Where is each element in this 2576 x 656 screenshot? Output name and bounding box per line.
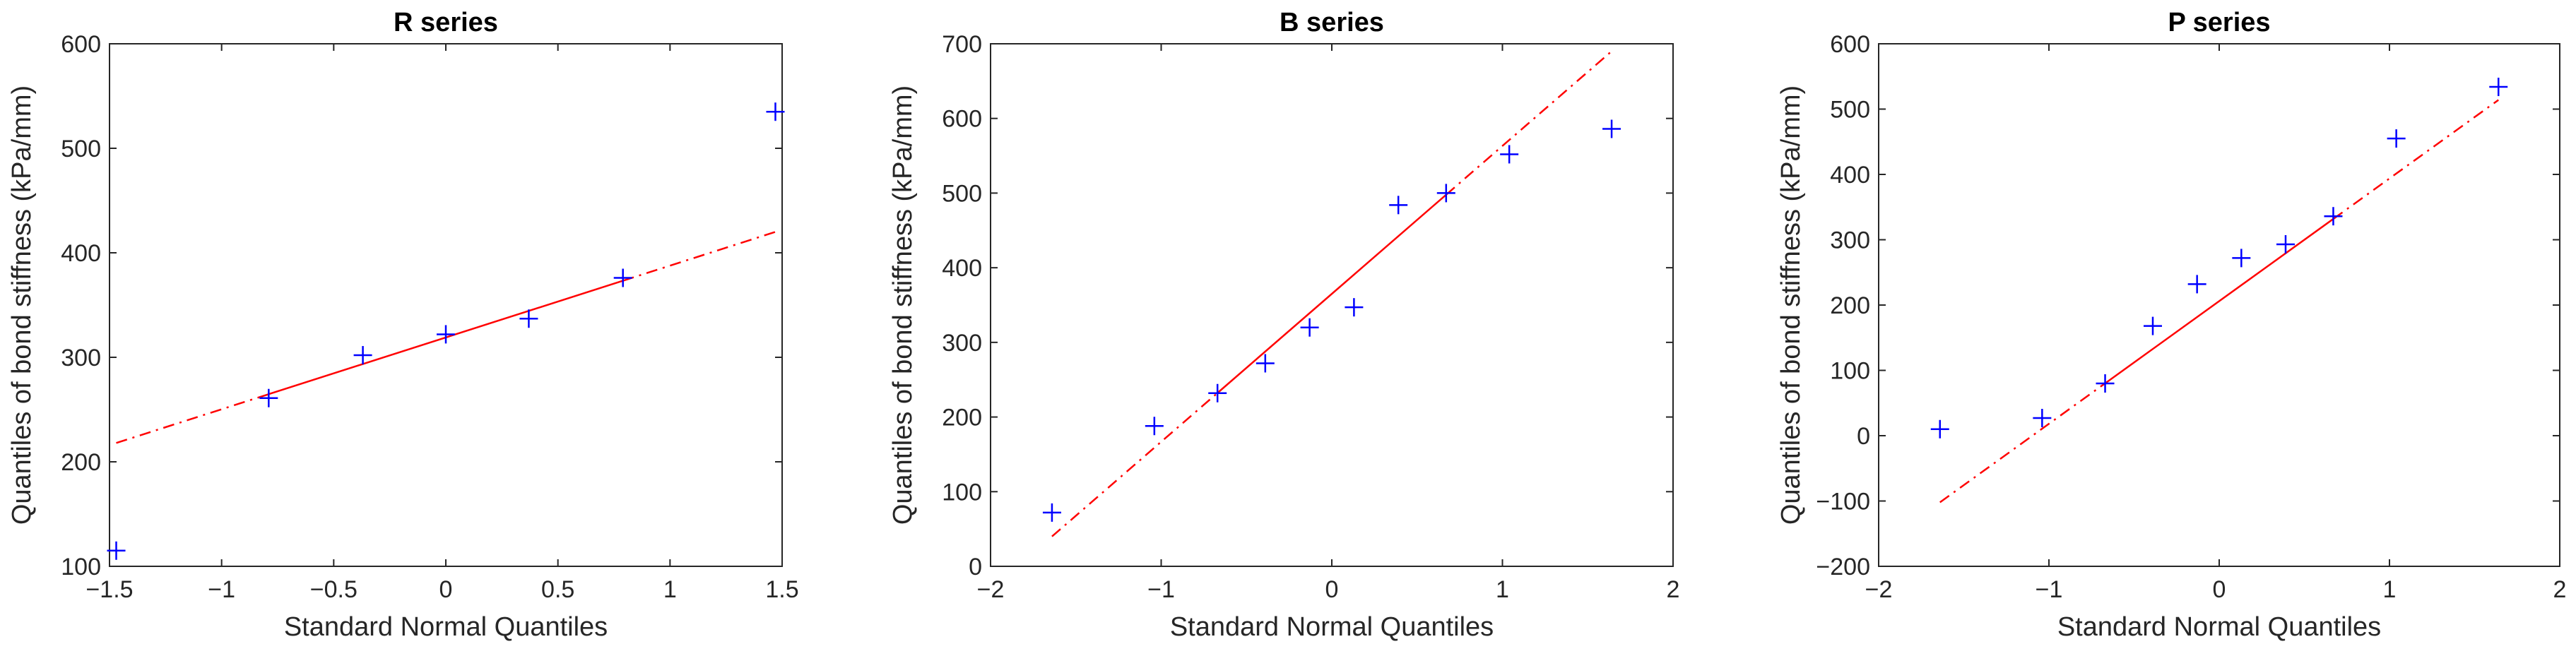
x-tick-label: 0 [439, 576, 453, 603]
y-tick-label: 0 [969, 554, 982, 580]
reference-line-lower-extension [1939, 382, 2106, 503]
x-tick-label: 2 [2553, 576, 2567, 603]
data-point [2232, 249, 2251, 268]
reference-line-fit [1217, 193, 1447, 394]
data-point [1042, 503, 1061, 522]
x-tick-label: −2 [977, 576, 1005, 603]
data-point [437, 325, 455, 344]
data-point [1208, 383, 1227, 402]
y-tick-label: 600 [61, 31, 101, 58]
x-tick-label: 0.5 [541, 576, 574, 603]
x-tick-label: 2 [1667, 576, 1680, 603]
y-axis-label: Quantiles of bond stiffness (kPa/mm) [7, 85, 37, 525]
data-point [1145, 417, 1164, 436]
y-tick-label: 400 [1830, 162, 1870, 189]
x-axis-label: Standard Normal Quantiles [1170, 612, 1494, 642]
data-point [1300, 318, 1319, 337]
y-tick-label: −200 [1816, 554, 1870, 580]
chart-title: P series [2168, 8, 2270, 37]
panel-b-series: −2 −1 0 1 2 0 100 200 300 400 500 600 700 B series Sta… [888, 8, 1679, 642]
axes-box [109, 43, 783, 567]
y-tick-label: 500 [1830, 97, 1870, 124]
data-point [2276, 234, 2295, 254]
x-tick-label: 1 [2383, 576, 2397, 603]
data-point [766, 102, 785, 121]
panel-p-series: −2 −1 0 1 2 −200 −100 0 100 200 300 400 500 600 P seri… [1776, 8, 2566, 642]
data-point [1389, 196, 1408, 215]
y-tick-label: 300 [942, 330, 982, 357]
y-tick-label: 500 [942, 180, 982, 207]
data-point [1930, 419, 1949, 439]
data-point [2144, 316, 2163, 335]
x-tick-label: −0.5 [310, 576, 358, 603]
y-tick-label: 200 [61, 449, 101, 476]
y-tick-label: 600 [1830, 31, 1870, 58]
data-point [1500, 145, 1519, 164]
data-point [2387, 129, 2406, 148]
y-tick-label: 400 [61, 240, 101, 267]
data-point [1345, 298, 1364, 317]
chart-title: R series [394, 8, 498, 37]
x-tick-label: −2 [1865, 576, 1893, 603]
panel-r-series: −1.5 −1 −0.5 0 0.5 1 1.5 100 200 300 400 500 600 R se… [7, 8, 799, 642]
data-point [107, 541, 126, 560]
y-tick-label: 600 [942, 106, 982, 133]
y-tick-label: 100 [61, 554, 101, 580]
reference-line-fit [2104, 218, 2334, 384]
x-axis-label: Standard Normal Quantiles [2057, 612, 2381, 642]
data-point [1602, 119, 1621, 138]
x-tick-label: 0 [1325, 576, 1339, 603]
data-point [2187, 275, 2206, 294]
y-tick-label: −100 [1816, 489, 1870, 515]
data-point [2324, 207, 2343, 226]
y-tick-label: 100 [942, 479, 982, 506]
y-tick-label: 500 [61, 136, 101, 162]
axes-box [990, 43, 1674, 567]
chart-title: B series [1280, 8, 1384, 37]
x-axis-label: Standard Normal Quantiles [284, 612, 608, 642]
reference-line-upper-extension [2332, 99, 2499, 220]
reference-line-lower-extension [1051, 392, 1219, 537]
y-axis-label: Quantiles of bond stiffness (kPa/mm) [888, 85, 918, 525]
y-tick-label: 300 [1830, 227, 1870, 254]
data-point [1255, 354, 1275, 373]
reference-line-lower-extension [116, 393, 269, 444]
y-tick-label: 0 [1857, 423, 1870, 450]
data-point [2489, 78, 2508, 97]
y-axis-label: Quantiles of bond stiffness (kPa/mm) [1776, 85, 1806, 525]
y-tick-label: 700 [942, 31, 982, 58]
reference-line-upper-extension [1445, 50, 1612, 196]
x-tick-label: −1.5 [85, 576, 133, 603]
y-tick-label: 100 [1830, 358, 1870, 385]
reference-line-upper-extension [622, 231, 776, 282]
y-tick-label: 400 [942, 255, 982, 282]
x-tick-label: 1.5 [765, 576, 798, 603]
y-tick-label: 200 [942, 405, 982, 431]
data-point [519, 309, 538, 328]
data-point [1436, 184, 1455, 203]
data-point [353, 346, 372, 365]
data-point [259, 388, 278, 407]
data-point [2096, 374, 2115, 393]
x-tick-label: −1 [208, 576, 235, 603]
y-tick-label: 200 [1830, 292, 1870, 319]
data-point [2033, 409, 2052, 428]
axes-box [1878, 43, 2560, 567]
x-tick-label: 0 [2213, 576, 2226, 603]
data-point [613, 268, 632, 287]
y-tick-label: 300 [61, 345, 101, 371]
x-tick-label: −1 [2036, 576, 2063, 603]
x-tick-label: 1 [663, 576, 677, 603]
x-tick-label: −1 [1147, 576, 1175, 603]
x-tick-label: 1 [1496, 576, 1509, 603]
